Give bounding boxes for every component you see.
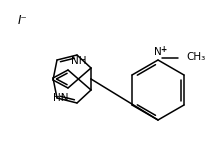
Text: HN: HN bbox=[53, 93, 69, 103]
Text: N: N bbox=[154, 47, 162, 57]
Text: NH: NH bbox=[71, 56, 86, 66]
Text: +: + bbox=[160, 45, 167, 54]
Text: CH₃: CH₃ bbox=[186, 52, 205, 62]
Text: I⁻: I⁻ bbox=[18, 13, 28, 27]
